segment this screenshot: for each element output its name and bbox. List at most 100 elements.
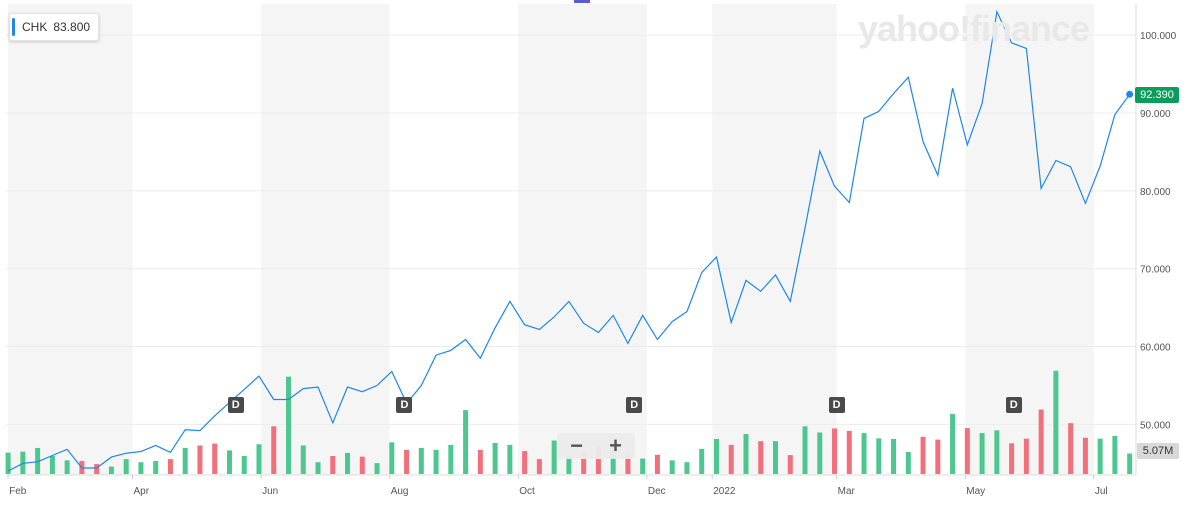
x-tick-label: May: [966, 486, 985, 497]
volume-bar: [271, 426, 277, 474]
volume-bar: [448, 444, 454, 474]
y-tick-label: 50.000: [1140, 420, 1171, 431]
dividend-marker[interactable]: D: [1005, 397, 1022, 413]
volume-bar: [507, 444, 513, 474]
volume-bar: [418, 447, 424, 474]
dividend-marker[interactable]: D: [626, 397, 643, 413]
volume-bar: [861, 433, 867, 474]
month-bands: [8, 4, 1094, 475]
zoom-in-button[interactable]: +: [609, 433, 622, 458]
x-tick-label: Apr: [133, 486, 149, 497]
volume-bar: [669, 460, 675, 474]
volume-bar: [492, 443, 498, 474]
volume-bar: [950, 413, 956, 474]
volume-bar: [728, 444, 734, 474]
y-tick-label: 100.000: [1140, 31, 1177, 42]
volume-bar: [5, 452, 11, 474]
volume-bar: [167, 459, 173, 474]
volume-bar: [1082, 437, 1088, 474]
volume-bar: [787, 455, 793, 474]
volume-bar: [551, 440, 557, 474]
volume-bar: [817, 432, 823, 474]
volume-bar: [772, 441, 778, 474]
volume-bar: [758, 441, 764, 474]
volume-bar: [684, 462, 690, 474]
volume-bar: [743, 434, 749, 474]
volume-bar: [49, 456, 55, 474]
dividend-marker[interactable]: D: [227, 397, 244, 413]
volume-bar: [64, 460, 70, 474]
price-series: [7, 9, 1134, 472]
volume-bar: [123, 459, 129, 474]
volume-bar: [404, 449, 410, 474]
volume-bar: [477, 449, 483, 474]
gridlines: [6, 4, 1137, 476]
volume-bar: [300, 445, 306, 474]
volume-bar: [389, 442, 395, 474]
volume-bar: [35, 447, 41, 474]
volume-bar: [846, 430, 852, 474]
volume-bar: [241, 456, 247, 474]
zoom-controls: − +: [557, 433, 635, 459]
volume-bar: [522, 451, 528, 474]
volume-bar: [905, 451, 911, 474]
x-tick-label: Feb: [9, 486, 27, 497]
volume-bar: [891, 438, 897, 474]
current-volume-tag: 5.07M: [1137, 443, 1179, 459]
price-line: [7, 9, 1131, 472]
volume-bar: [654, 454, 660, 474]
current-price-tag: 92.390: [1135, 87, 1179, 103]
volume-bar: [1097, 438, 1103, 474]
y-tick-label: 60.000: [1140, 343, 1171, 354]
x-tick-label: Mar: [838, 486, 856, 497]
volume-bar: [595, 446, 601, 474]
x-tick-label: Jun: [262, 486, 278, 497]
volume-bar: [1127, 453, 1133, 474]
range-selector-handle[interactable]: [574, 0, 590, 3]
x-axis: Feb Apr Jun Aug Oct Dec 2022 Mar May Jul: [7, 475, 1108, 497]
volume-bar: [1023, 438, 1029, 474]
volume-bar: [566, 455, 572, 474]
volume-bar: [581, 451, 587, 474]
volume-bar: [994, 430, 1000, 474]
volume-bar: [640, 458, 646, 474]
y-tick-label: 80.000: [1140, 187, 1171, 198]
volume-bar: [108, 466, 114, 474]
volume-bar: [979, 433, 985, 474]
dividend-marker[interactable]: D: [828, 397, 845, 413]
ticker-badge[interactable]: CHK 83.800: [9, 13, 100, 41]
volume-bar: [920, 436, 926, 474]
volume-bar: [964, 428, 970, 474]
volume-bar: [212, 443, 218, 474]
zoom-out-button[interactable]: −: [570, 433, 583, 458]
dividend-marker[interactable]: D: [396, 397, 413, 413]
volume-bar: [182, 447, 188, 474]
volume-bar: [153, 460, 159, 474]
volume-bar: [1053, 370, 1059, 474]
volume-bar: [197, 445, 203, 474]
volume-bar: [433, 449, 439, 474]
month-band: [261, 4, 390, 475]
volume-bar: [463, 410, 469, 474]
volume-bar: [876, 438, 882, 474]
volume-bar: [286, 376, 291, 474]
month-band: [8, 4, 133, 475]
ticker-symbol: CHK: [22, 20, 48, 34]
volume-bar: [138, 462, 144, 474]
x-tick-label: Dec: [648, 486, 666, 497]
month-band: [712, 4, 837, 475]
x-tick-label: Jul: [1095, 486, 1108, 497]
x-tick-label: 2022: [713, 486, 736, 497]
volume-bar: [94, 464, 100, 474]
volume-bar: [226, 450, 232, 474]
volume-bar: [1112, 435, 1118, 474]
yahoo-finance-watermark: yahoo!finance: [858, 8, 1090, 49]
volume-bar: [699, 448, 705, 474]
x-tick-label: Oct: [519, 486, 535, 497]
volume-bar: [1068, 423, 1074, 474]
volume-bar: [256, 444, 262, 474]
y-tick-label: 70.000: [1140, 265, 1171, 276]
volume-bar: [359, 456, 365, 474]
volume-bar: [832, 428, 838, 474]
